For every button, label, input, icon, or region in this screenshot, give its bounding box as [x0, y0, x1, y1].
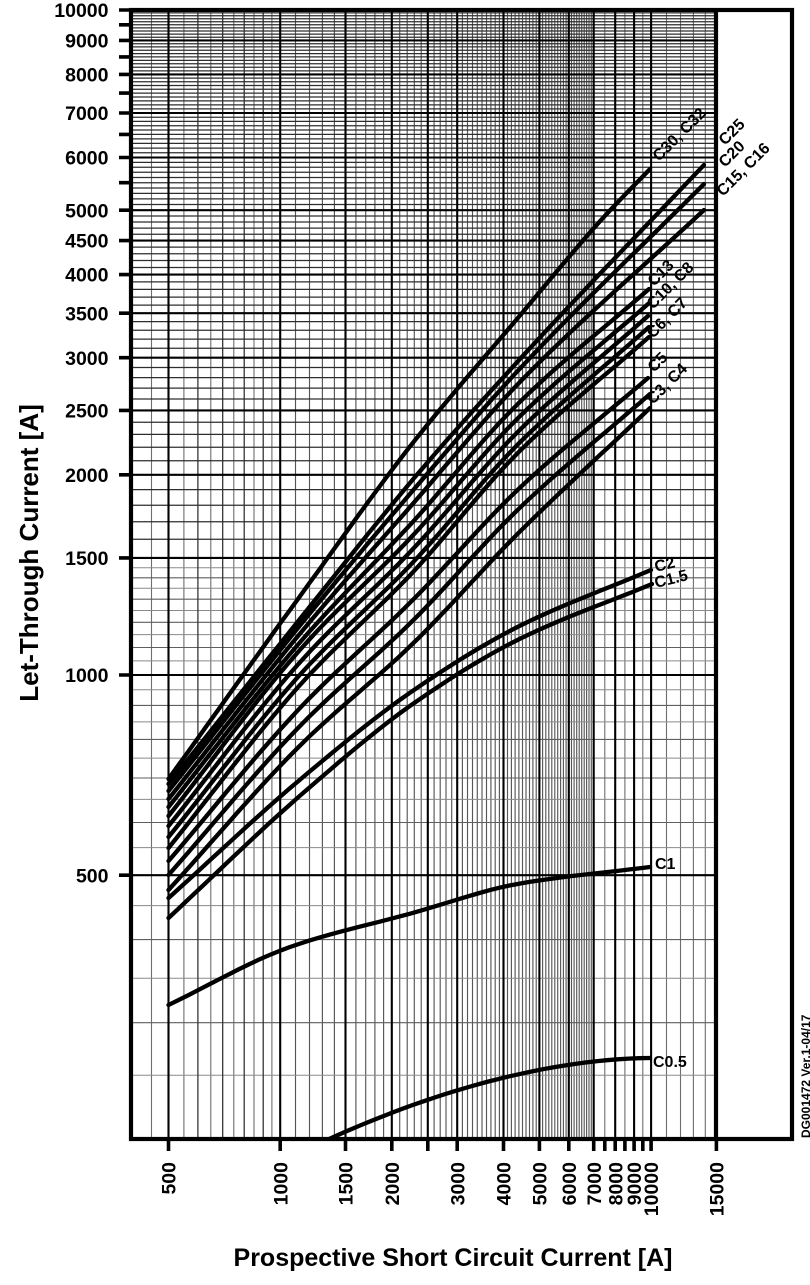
svg-text:C0.5: C0.5	[653, 1054, 687, 1071]
svg-text:6000: 6000	[559, 1162, 581, 1206]
svg-text:6000: 6000	[65, 148, 109, 170]
svg-text:4000: 4000	[494, 1162, 516, 1206]
svg-text:1000: 1000	[270, 1162, 292, 1206]
svg-text:10000: 10000	[54, 0, 108, 22]
svg-text:1500: 1500	[65, 548, 109, 570]
svg-text:3000: 3000	[65, 348, 109, 370]
svg-text:7000: 7000	[65, 103, 109, 125]
svg-text:10000: 10000	[641, 1162, 663, 1216]
svg-text:9000: 9000	[624, 1162, 646, 1206]
svg-text:500: 500	[159, 1162, 181, 1195]
svg-text:4000: 4000	[65, 265, 109, 287]
svg-text:7000: 7000	[584, 1162, 606, 1206]
svg-text:C1: C1	[655, 856, 676, 873]
svg-text:2500: 2500	[65, 401, 109, 423]
svg-text:9000: 9000	[65, 31, 109, 53]
svg-text:2000: 2000	[65, 465, 109, 487]
svg-text:DG001472 Ver.1-04/17: DG001472 Ver.1-04/17	[799, 1014, 810, 1138]
svg-text:1500: 1500	[336, 1162, 358, 1206]
svg-text:4500: 4500	[65, 231, 109, 253]
svg-text:3500: 3500	[65, 303, 109, 325]
svg-text:Let-Through Current [A]: Let-Through Current [A]	[14, 404, 44, 702]
svg-text:5000: 5000	[530, 1162, 552, 1206]
svg-text:C2: C2	[653, 554, 677, 575]
svg-text:8000: 8000	[65, 65, 109, 87]
svg-text:Prospective Short Circuit Curr: Prospective Short Circuit Current [A]	[234, 1244, 673, 1272]
svg-text:500: 500	[76, 865, 109, 887]
svg-text:1000: 1000	[65, 665, 109, 687]
svg-text:8000: 8000	[605, 1162, 627, 1206]
svg-text:5000: 5000	[65, 200, 109, 222]
svg-text:15000: 15000	[707, 1162, 729, 1216]
svg-text:2000: 2000	[382, 1162, 404, 1206]
svg-text:3000: 3000	[447, 1162, 469, 1206]
